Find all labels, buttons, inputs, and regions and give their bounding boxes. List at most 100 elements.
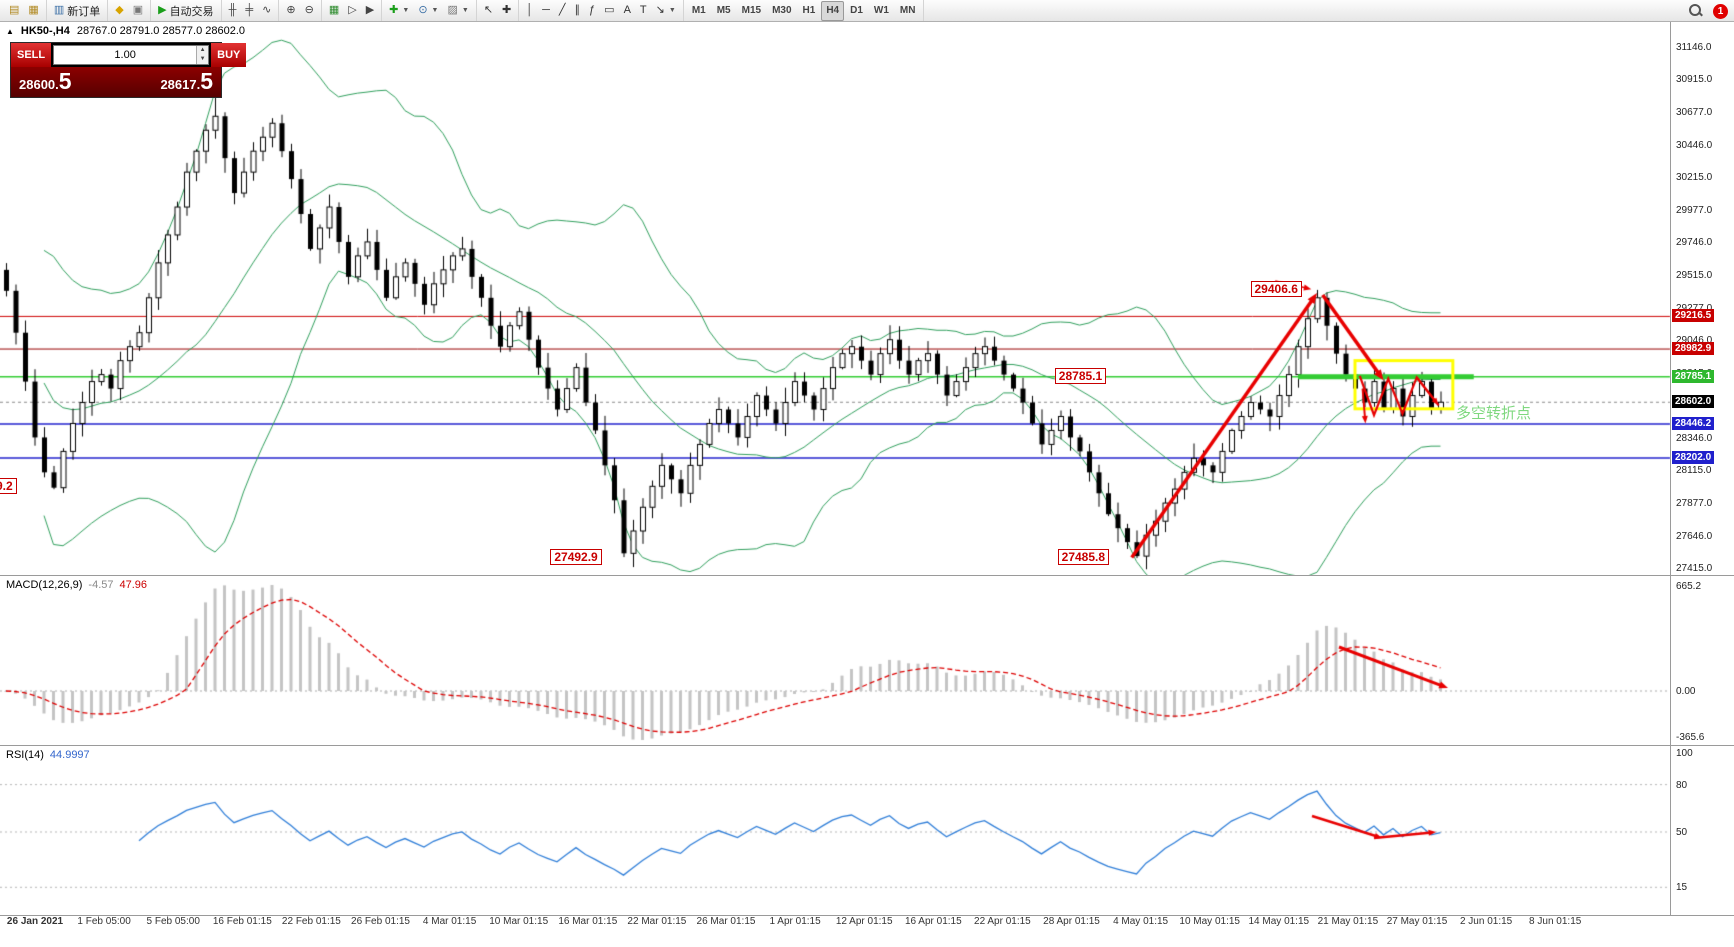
text-icon[interactable]: A xyxy=(620,1,635,21)
cursor-icon[interactable]: ↖ xyxy=(480,1,497,21)
macd-panel-resize-handle[interactable] xyxy=(0,575,1734,576)
time-axis-label: 4 May 01:15 xyxy=(1113,916,1169,927)
auto-scroll-icon[interactable]: ▶ xyxy=(362,1,378,21)
line-chart-icon[interactable]: ∿ xyxy=(258,1,275,21)
periods-icon: ⊙ xyxy=(418,4,428,16)
collapse-marker-icon[interactable]: ▲ xyxy=(6,26,14,36)
auto-arrange-icon[interactable]: ▦ xyxy=(325,1,343,21)
time-axis-label: 1 Feb 05:00 xyxy=(77,916,131,927)
time-axis-label: 28 Apr 01:15 xyxy=(1043,916,1100,927)
new-chart-icon[interactable]: ▤ xyxy=(5,1,23,21)
price-tick: 27646.0 xyxy=(1676,530,1713,542)
time-axis-label: 21 May 01:15 xyxy=(1317,916,1379,927)
price-tick: 29515.0 xyxy=(1676,269,1713,281)
rsi-value: 44.9997 xyxy=(49,749,90,761)
chart-shift-icon[interactable]: ▷ xyxy=(344,1,360,21)
text-label-icon[interactable]: T xyxy=(636,1,651,21)
chevron-down-icon: ▼ xyxy=(461,7,469,14)
bar-chart-icon[interactable]: ╫ xyxy=(225,1,241,21)
sell-button[interactable]: SELL xyxy=(11,43,52,67)
indicators-icon[interactable]: ✚ ▼ xyxy=(385,1,413,21)
price-axis[interactable]: 31146.0 30915.0 30677.0 30446.0 30215.0 29977… xyxy=(1671,22,1734,916)
buy-button[interactable]: BUY xyxy=(211,43,247,67)
rsi-panel-resize-handle[interactable] xyxy=(0,745,1734,746)
periods-icon[interactable]: ⊙ ▼ xyxy=(414,1,442,21)
zoom-out-icon[interactable]: ⊖ xyxy=(301,1,318,21)
price-tick: 30915.0 xyxy=(1676,74,1713,86)
volume-up-button[interactable]: ▲ xyxy=(199,47,206,53)
timeframe-H4[interactable]: H4 xyxy=(821,0,845,21)
chart-ohlc: 28767.0 28791.0 28577.0 28602.0 xyxy=(76,25,246,37)
time-axis-line xyxy=(0,915,1734,916)
templates-icon[interactable]: ▨ ▼ xyxy=(443,1,472,21)
chevron-down-icon: ▼ xyxy=(402,7,410,14)
price-axis-line xyxy=(1670,22,1671,916)
price-tick: 28115.0 xyxy=(1676,465,1712,477)
cursor-icon: ↖ xyxy=(483,4,494,16)
trendline-icon[interactable]: ╱ xyxy=(555,1,570,21)
time-axis-label: 22 Apr 01:15 xyxy=(974,916,1031,927)
timeframe-M5[interactable]: M5 xyxy=(716,5,731,16)
price-tick: 29277.0 xyxy=(1676,303,1712,314)
toolbar-group-0: ▤ ▦ xyxy=(2,0,47,21)
volume-input[interactable] xyxy=(54,46,197,64)
price-tick: 29977.0 xyxy=(1676,205,1713,217)
time-axis[interactable]: 26 Jan 2021 1 Feb 05:00 5 Feb 05:00 16 Feb … xyxy=(0,916,1670,947)
toolbar-group-6: ▦ ▷ ▶ xyxy=(322,0,383,21)
crosshair-icon[interactable]: ✚ xyxy=(498,1,515,21)
chart-header: ▲ HK50-,H4 28767.0 28791.0 28577.0 28602… xyxy=(6,25,245,37)
equidistant-channel-icon[interactable]: ∥ xyxy=(571,1,585,21)
arrows-icon[interactable]: ↘ ▼ xyxy=(652,1,680,21)
macd-scale-min: -365.6 xyxy=(1676,732,1705,743)
fibonacci-icon[interactable]: ƒ xyxy=(585,1,599,21)
chart-profiles-icon[interactable]: ▦ xyxy=(24,1,42,21)
timeframe-W1[interactable]: W1 xyxy=(873,5,889,16)
time-axis-label: 14 May 01:15 xyxy=(1248,916,1310,927)
toolbar-group-5: ⊕ ⊖ xyxy=(279,0,322,21)
auto-trading-button[interactable]: ▶ 自动交易 xyxy=(154,1,217,21)
candlestick-chart-icon: ╪ xyxy=(245,4,254,16)
auto-trading-icon: ▶ xyxy=(158,4,167,16)
trendline-icon: ╱ xyxy=(558,4,566,16)
one-click-trading-panel[interactable]: SELL ▲ ▼ BUY 28600.5 28617.5 xyxy=(10,42,247,98)
toolbar: ▤ ▦ ▥ 新订单 ◆ ▣ ▶ 自动交易 ╫ ╪ ∿ ⊕ ⊖ ▦ ▷ ▶ ✚ ▼ ⊙ ▼ ▨ ▼ ↖ ✚ │ ─ ╱ ∥ ƒ ▭ A T ↘ ▼ M… xyxy=(0,0,1734,22)
chart-profiles-icon: ▦ xyxy=(28,4,39,16)
macd-indicator-label: MACD(12,26,9) -4.57 47.96 xyxy=(6,579,147,591)
time-axis-label: 8 Jun 01:15 xyxy=(1529,916,1582,927)
horizontal-line-icon[interactable]: ─ xyxy=(538,1,554,21)
expert-advisors-icon: ◆ xyxy=(115,4,124,16)
timeframe-group: M1 M5 M15 M30 H1 H4 D1 W1 MN xyxy=(684,0,925,21)
search-icon[interactable] xyxy=(1689,4,1703,18)
sell-price: 28600.5 xyxy=(19,68,72,94)
search-icon-circle xyxy=(1689,4,1701,16)
time-axis-label: 10 Mar 01:15 xyxy=(489,916,549,927)
vertical-line-icon[interactable]: │ xyxy=(522,1,537,21)
timeframe-D1[interactable]: D1 xyxy=(850,5,863,16)
price-tag-28202.0: 28202.0 xyxy=(1672,451,1715,465)
shapes-icon[interactable]: ▭ xyxy=(600,1,618,21)
search-icon-handle xyxy=(1698,11,1703,17)
timeframe-M15[interactable]: M15 xyxy=(741,5,762,16)
zoom-in-icon[interactable]: ⊕ xyxy=(282,1,299,21)
volume-spinner: ▲ ▼ xyxy=(196,46,209,64)
timeframe-M30[interactable]: M30 xyxy=(772,5,792,16)
new-order-icon: ▥ xyxy=(53,4,65,16)
timeframe-H1[interactable]: H1 xyxy=(802,5,816,16)
notification-badge[interactable]: 1 xyxy=(1713,3,1728,19)
candlestick-chart-icon[interactable]: ╪ xyxy=(241,1,257,21)
timeframe-M1[interactable]: M1 xyxy=(691,5,706,16)
price-tag-28785.1: 28785.1 xyxy=(1672,369,1715,383)
rsi-indicator-label: RSI(14) 44.9997 xyxy=(6,749,90,761)
price-tick: 30677.0 xyxy=(1676,107,1713,119)
price-tick: 30446.0 xyxy=(1676,139,1713,151)
timeframe-MN[interactable]: MN xyxy=(899,5,916,16)
rsi-scale-100: 100 xyxy=(1676,748,1693,759)
new-order-button[interactable]: ▥ 新订单 xyxy=(50,1,104,21)
price-tick: 27415.0 xyxy=(1676,563,1713,574)
expert-advisors-icon[interactable]: ◆ xyxy=(111,1,127,21)
time-axis-label: 22 Mar 01:15 xyxy=(627,916,687,927)
terminal-icon[interactable]: ▣ xyxy=(129,1,147,21)
volume-down-button[interactable]: ▼ xyxy=(199,56,206,62)
toolbar-group-7: ✚ ▼ ⊙ ▼ ▨ ▼ xyxy=(382,0,477,21)
